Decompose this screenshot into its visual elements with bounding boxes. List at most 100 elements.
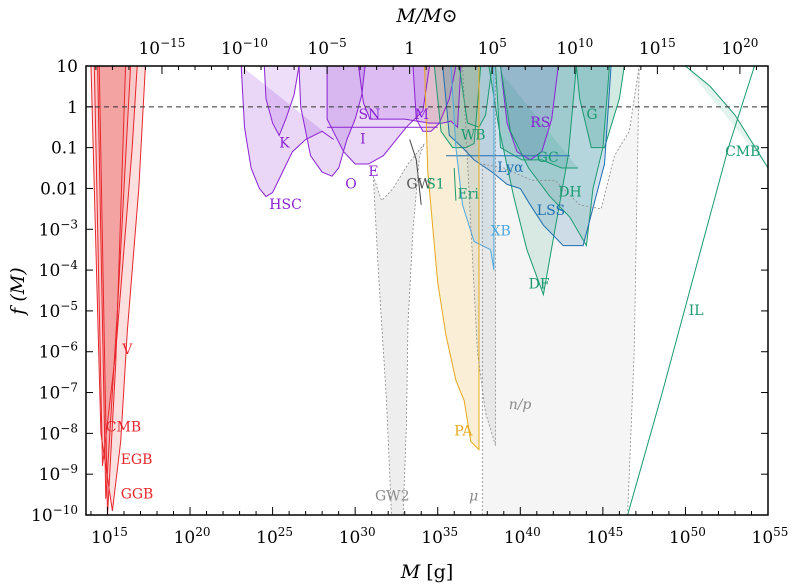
label-lensing-k: K (279, 136, 290, 152)
constraint-dynamical-wb-boundary (433, 66, 482, 149)
x-axis-title: M [g] (400, 561, 454, 583)
label-dynamical-dh: DH (558, 185, 581, 201)
bottom-tick-label-20: 1020 (174, 525, 211, 548)
label-gw-gw2: GW2 (375, 489, 409, 505)
label-lensing-m: M (415, 107, 429, 123)
left-tick-label-m9: 10−9 (39, 462, 78, 485)
label-dynamical-g: G (586, 107, 597, 123)
left-tick-label-m7: 10−7 (39, 381, 78, 404)
axes: 1015 1020 1025 1030 1035 1040 1045 1050 1055 10−1… (31, 36, 788, 548)
y-axis-title: f (M) (7, 267, 29, 316)
left-tick-label-m8: 10−8 (39, 421, 78, 444)
label-dynamical-wb: WB (461, 128, 486, 144)
constraint-dynamical-dh-boundary (500, 66, 610, 248)
left-tick-label-m4: 10−4 (39, 258, 79, 281)
constraint-accretion-pa-boundary (424, 66, 480, 451)
label-lensing-o: O (345, 177, 356, 193)
label-lensing-i: I (360, 132, 366, 148)
constraint-dynamical-eri-region (459, 66, 493, 128)
bottom-tick-label-50: 1050 (669, 525, 706, 548)
constraint-xray-xb-boundary (450, 66, 495, 271)
label-dynamical-gc: GC (537, 150, 559, 166)
top-tick-label-m10: 10−10 (221, 36, 268, 59)
label-evaporation-ggb: GGB (121, 487, 154, 503)
constraint-lensing-hsc-region (241, 66, 334, 197)
label-dynamical-cmb: CMB (725, 144, 760, 160)
label-evaporation-egb: EGB (121, 452, 153, 468)
left-tick-label-m6: 10−6 (39, 340, 78, 363)
label-gw-gw: GW (406, 177, 432, 193)
left-tick-label-m10: 10−10 (31, 503, 78, 526)
top-tick-label-10: 1010 (556, 36, 593, 59)
top-axis-title: M/M⊙ (395, 5, 457, 27)
left-tick-label-0: 1 (67, 98, 78, 118)
constraint-lensing-hsc-boundary (240, 66, 334, 198)
label-lensing-hsc: HSC (269, 197, 302, 213)
top-tick-label-m5: 10−5 (307, 36, 346, 59)
left-tick-label-1: 10 (56, 57, 78, 77)
left-tick-label-m3: 10−3 (39, 217, 78, 240)
constraint-dynamical-il-boundary (627, 66, 756, 515)
label-lensing-e: E (368, 164, 378, 180)
constraint-lensing-o-region (299, 66, 366, 177)
constraint-dynamical-gc-boundary (495, 66, 579, 169)
top-tick-label-5: 105 (478, 36, 507, 59)
label-gw-n-p: n/p (509, 397, 532, 413)
label-lensing-sn: SN (359, 107, 381, 123)
top-tick-label-20: 1020 (721, 36, 758, 59)
constraint-gw-gw2-region (373, 143, 425, 515)
constraint-evaporation-v-boundary (90, 66, 146, 511)
label-dynamical-eri: Eri (458, 187, 480, 203)
left-tick-label-m5: 10−5 (39, 299, 78, 322)
constraint-lensing-rs-region (500, 66, 559, 160)
bottom-tick-label-35: 1035 (421, 525, 458, 548)
label-evaporation-cmb: CMB (106, 419, 141, 435)
top-tick-label-0: 1 (404, 39, 415, 59)
constraint-gw-gw2-boundary (372, 143, 425, 515)
label-lss-lss: LSS (537, 203, 565, 219)
constraint-gw-x-boundary (481, 66, 640, 515)
constraint-fills (91, 66, 768, 515)
label-dynamical-il: IL (689, 303, 704, 319)
plot-frame (85, 65, 769, 516)
bottom-tick-label-40: 1040 (504, 525, 541, 548)
label-dynamical-s1: S1 (426, 177, 445, 193)
constraint-accretion-pa-region (424, 66, 479, 450)
top-tick-label-m15: 10−15 (138, 36, 185, 59)
constraint-evaporation-ggb-boundary (98, 66, 127, 515)
constraint-dynamical-df-boundary (488, 66, 577, 297)
constraint-lensing-e-region (327, 66, 430, 164)
constraint-lensing-e-boundary (326, 66, 430, 165)
label-accretion-pa: PA (454, 423, 473, 439)
bottom-tick-label-25: 1025 (256, 525, 293, 548)
constraint-lensing-k-region (264, 66, 299, 136)
bottom-tick-label-30: 1030 (339, 525, 376, 548)
bottom-tick-label-15: 1015 (91, 525, 128, 548)
constraint-lines (90, 66, 768, 515)
constraint-lss-lss-boundary (442, 66, 612, 247)
constraint-dynamical-cmb-region (685, 66, 768, 168)
label-xray-xb: XB (491, 223, 511, 239)
constraint-lensing-sn-region (358, 66, 461, 128)
constraint-lensing-k-boundary (263, 66, 300, 137)
constraint-evaporation-egb-boundary (97, 66, 132, 499)
left-tick-label-m1: 0.1 (51, 139, 78, 159)
constraint-dynamical-g-boundary (575, 66, 625, 149)
bottom-tick-label-55: 1055 (752, 525, 789, 548)
top-tick-label-15: 1015 (639, 36, 676, 59)
label-lss-ly: Lyα (497, 160, 524, 176)
constraint-xray-xb-region (450, 66, 494, 271)
constraint-gw-gw-boundary (409, 139, 422, 205)
constraint-gw-n-p-boundary (462, 66, 496, 446)
label-evaporation-v: V (121, 342, 133, 358)
constraint-lensing-m-region (413, 66, 456, 132)
left-tick-label-m2: 0.01 (40, 179, 78, 199)
bottom-tick-label-45: 1045 (586, 525, 623, 548)
label-lensing-rs: RS (530, 115, 550, 131)
constraint-dynamical-cmb-boundary (685, 66, 768, 169)
label-dynamical-df: DF (529, 277, 550, 293)
constraint-lensing-m-boundary (412, 66, 457, 132)
constraint-gw-x-region (482, 66, 640, 515)
